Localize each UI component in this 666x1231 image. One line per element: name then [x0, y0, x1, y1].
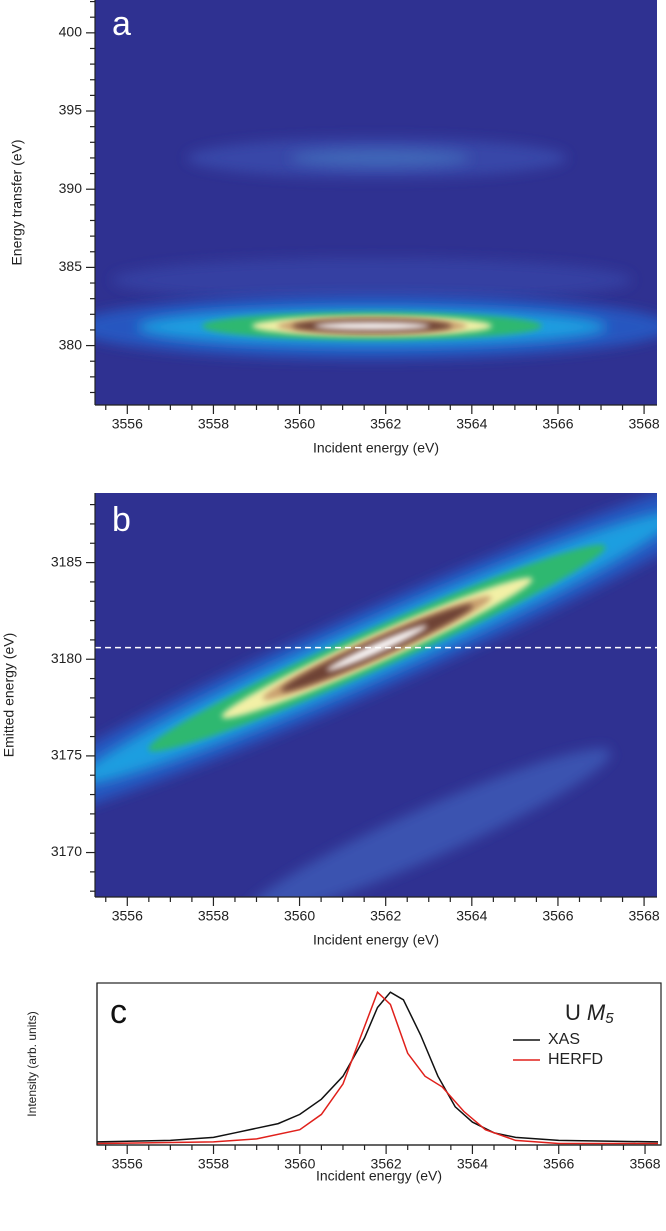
y-tick-label: 400 [59, 24, 83, 40]
x-tick-label: 3568 [629, 416, 660, 432]
x-tick-label: 3558 [198, 416, 229, 432]
annotation-part: M [587, 1000, 606, 1025]
y-axis-label: Intensity (arb. units) [25, 1011, 39, 1116]
annotation-part: U [565, 1000, 581, 1025]
x-axis-label: Incident energy (eV) [313, 932, 439, 948]
x-tick-label: 3560 [284, 416, 315, 432]
x-tick-label: 3566 [542, 416, 573, 432]
legend-label: HERFD [548, 1051, 603, 1068]
x-tick-label: 3560 [284, 908, 315, 924]
x-tick-label: 3556 [112, 1156, 143, 1172]
y-axis-label: Energy transfer (eV) [9, 139, 25, 265]
y-tick-label: 395 [59, 102, 83, 118]
map-a [95, 0, 657, 405]
x-tick-label: 3566 [543, 1156, 574, 1172]
x-tick-label: 3568 [629, 1156, 660, 1172]
x-tick-label: 3558 [198, 1156, 229, 1172]
y-tick-label: 3180 [51, 650, 82, 666]
x-tick-label: 3562 [370, 908, 401, 924]
x-tick-label: 3562 [370, 416, 401, 432]
line-series [96, 991, 659, 1143]
x-tick-label: 3556 [112, 416, 143, 432]
y-tick-label: 385 [59, 258, 83, 274]
x-tick-label: 3556 [112, 908, 143, 924]
line-series [96, 990, 658, 1145]
y-axis-label: Emitted energy (eV) [1, 633, 17, 758]
y-tick-label: 3185 [51, 553, 82, 569]
x-axis-label: Incident energy (eV) [316, 1168, 442, 1184]
x-tick-label: 3564 [456, 416, 487, 432]
y-tick-label: 3175 [51, 747, 82, 763]
y-tick-label: 3170 [51, 843, 82, 859]
x-tick-label: 3568 [629, 908, 660, 924]
x-tick-label: 3564 [457, 1156, 488, 1172]
panel-label: c [110, 993, 127, 1031]
legend-label: XAS [548, 1031, 580, 1048]
y-tick-label: 380 [59, 336, 83, 352]
x-axis-label: Incident energy (eV) [313, 440, 439, 456]
panel-label: b [112, 501, 131, 539]
annotation: U M5 [565, 1000, 614, 1027]
x-tick-label: 3566 [542, 908, 573, 924]
annotation-part: 5 [605, 1010, 614, 1027]
map-b [95, 493, 657, 897]
panel-label: a [112, 5, 131, 43]
x-tick-label: 3562 [371, 1156, 402, 1172]
x-tick-label: 3560 [284, 1156, 315, 1172]
x-tick-label: 3564 [456, 908, 487, 924]
x-tick-label: 3558 [198, 908, 229, 924]
y-tick-label: 390 [59, 180, 83, 196]
